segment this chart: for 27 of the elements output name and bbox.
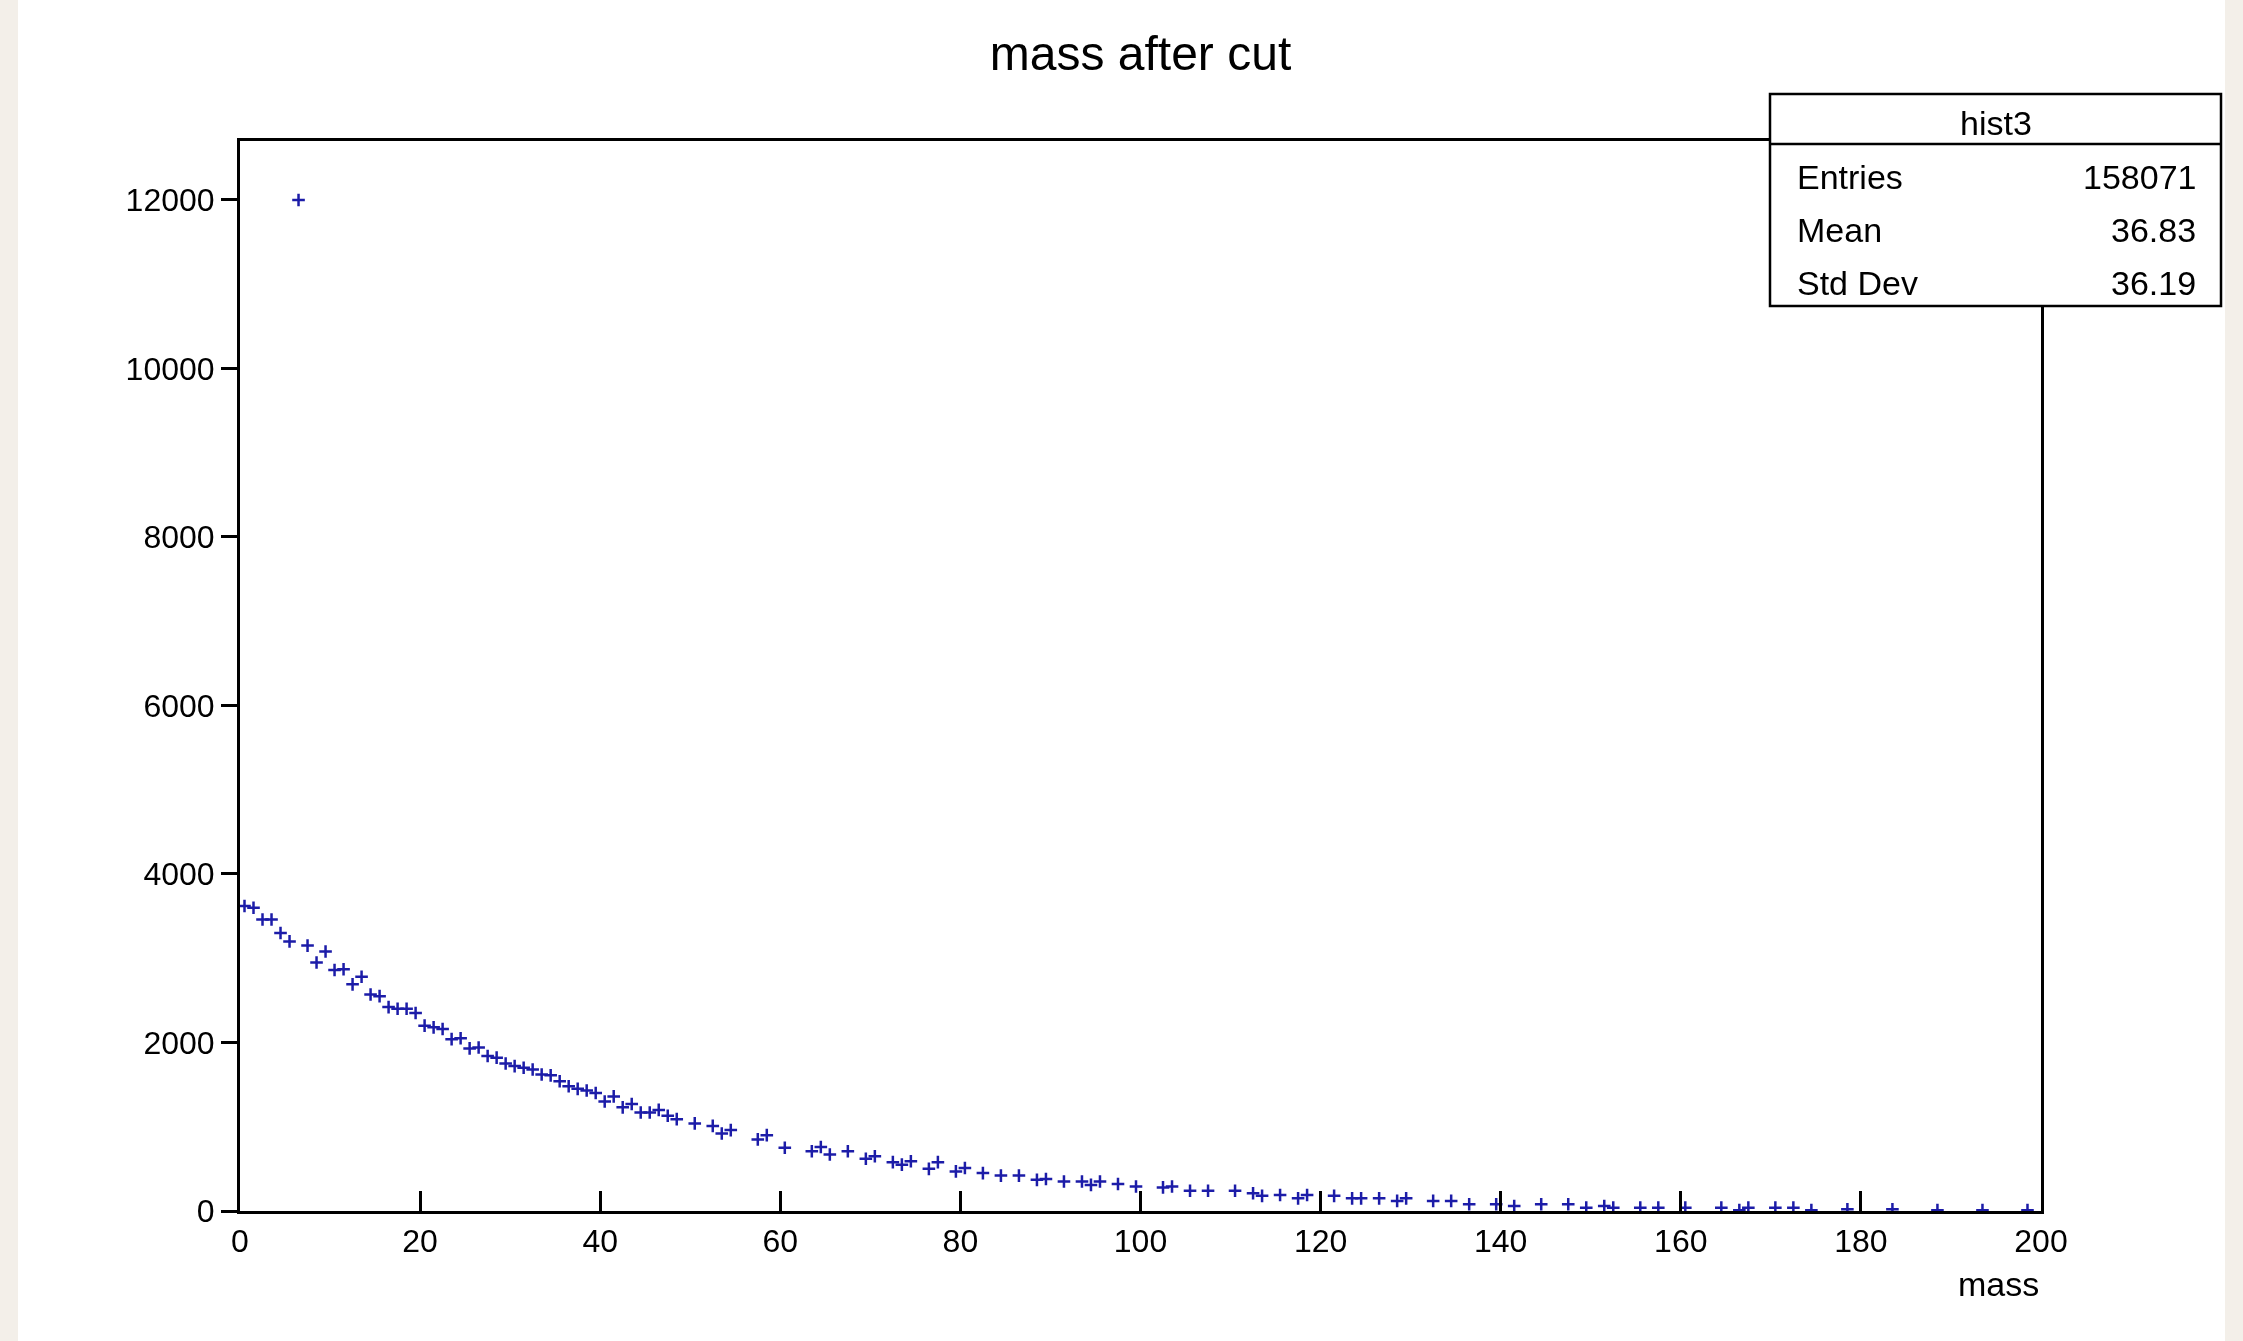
x-tick-label: 60 [762,1223,799,1260]
x-tick-label: 20 [402,1223,438,1260]
annotation: Mean [1797,211,1883,249]
y-tick-label: 2000 [143,1024,215,1061]
chart-title: mass after cut [989,26,1292,80]
x-tick-label: 180 [1834,1223,1888,1260]
y-tick-label: 6000 [143,687,215,724]
y-tick-label: 0 [196,1193,215,1230]
annotation: hist3 [1960,104,2032,142]
y-tick-label: 4000 [143,856,215,893]
annotation: Std Dev [1797,264,1918,302]
y-tick-label: 10000 [125,350,215,387]
y-tick-label: 8000 [143,519,215,556]
x-tick-label: 160 [1654,1223,1708,1260]
x-tick-label: 80 [942,1223,979,1260]
text: 36.19 [2111,264,2197,302]
x-tick-label: 140 [1474,1223,1528,1260]
x-tick-label: 120 [1293,1223,1348,1260]
x-axis-title: mass [1958,1265,2040,1303]
text: 158071 [2083,158,2197,196]
y-tick-label: 12000 [125,182,215,219]
x-tick-label: 100 [1113,1223,1168,1260]
annotation: Entries [1797,158,1903,196]
x-tick-label: 0 [231,1223,249,1260]
x-tick-label: 40 [582,1223,618,1260]
text: 36.83 [2111,211,2197,249]
x-tick-label: 200 [2014,1223,2068,1260]
